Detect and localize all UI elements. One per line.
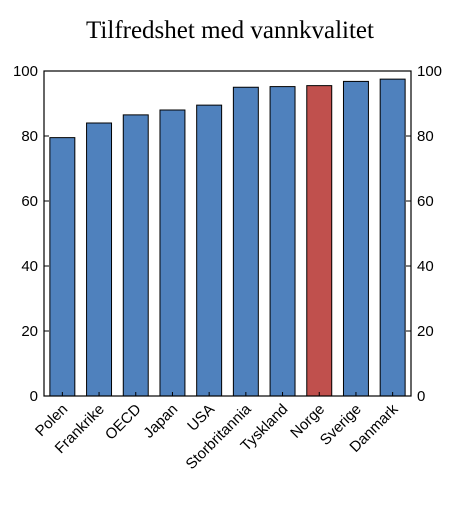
category-label-oecd: OECD [102,401,145,444]
right-tick-label: 60 [417,193,434,210]
left-tick-label: 80 [21,128,38,145]
right-tick-label: 0 [417,388,425,405]
bar-frankrike [86,122,113,397]
right-tick-label: 80 [417,128,434,145]
bar-oecd [122,114,149,397]
left-tick-label: 100 [13,63,38,80]
left-tick-label: 0 [30,388,38,405]
bar-danmark [379,78,406,397]
plot-frame [43,70,412,397]
right-tick-label: 100 [417,63,442,80]
category-label-japan: Japan [140,401,181,442]
left-tick-label: 40 [21,258,38,275]
ticks-group: 0 0 20 20 40 40 60 60 80 80 100 100 [13,63,442,405]
bar-storbritannia [232,86,259,397]
bar-usa [196,104,223,397]
chart-title: Tilfredshet med vannkvalitet [86,17,374,44]
right-tick-label: 20 [417,323,434,340]
left-tick-label: 20 [21,323,38,340]
bar-polen [49,137,76,397]
bar-japan [159,109,186,397]
left-tick-label: 60 [21,193,38,210]
bars-group [49,78,406,397]
axes-group [43,70,412,397]
bar-norge [306,85,333,397]
bar-sverige [342,80,369,397]
bar-tyskland [269,86,296,397]
right-tick-label: 40 [417,258,434,275]
